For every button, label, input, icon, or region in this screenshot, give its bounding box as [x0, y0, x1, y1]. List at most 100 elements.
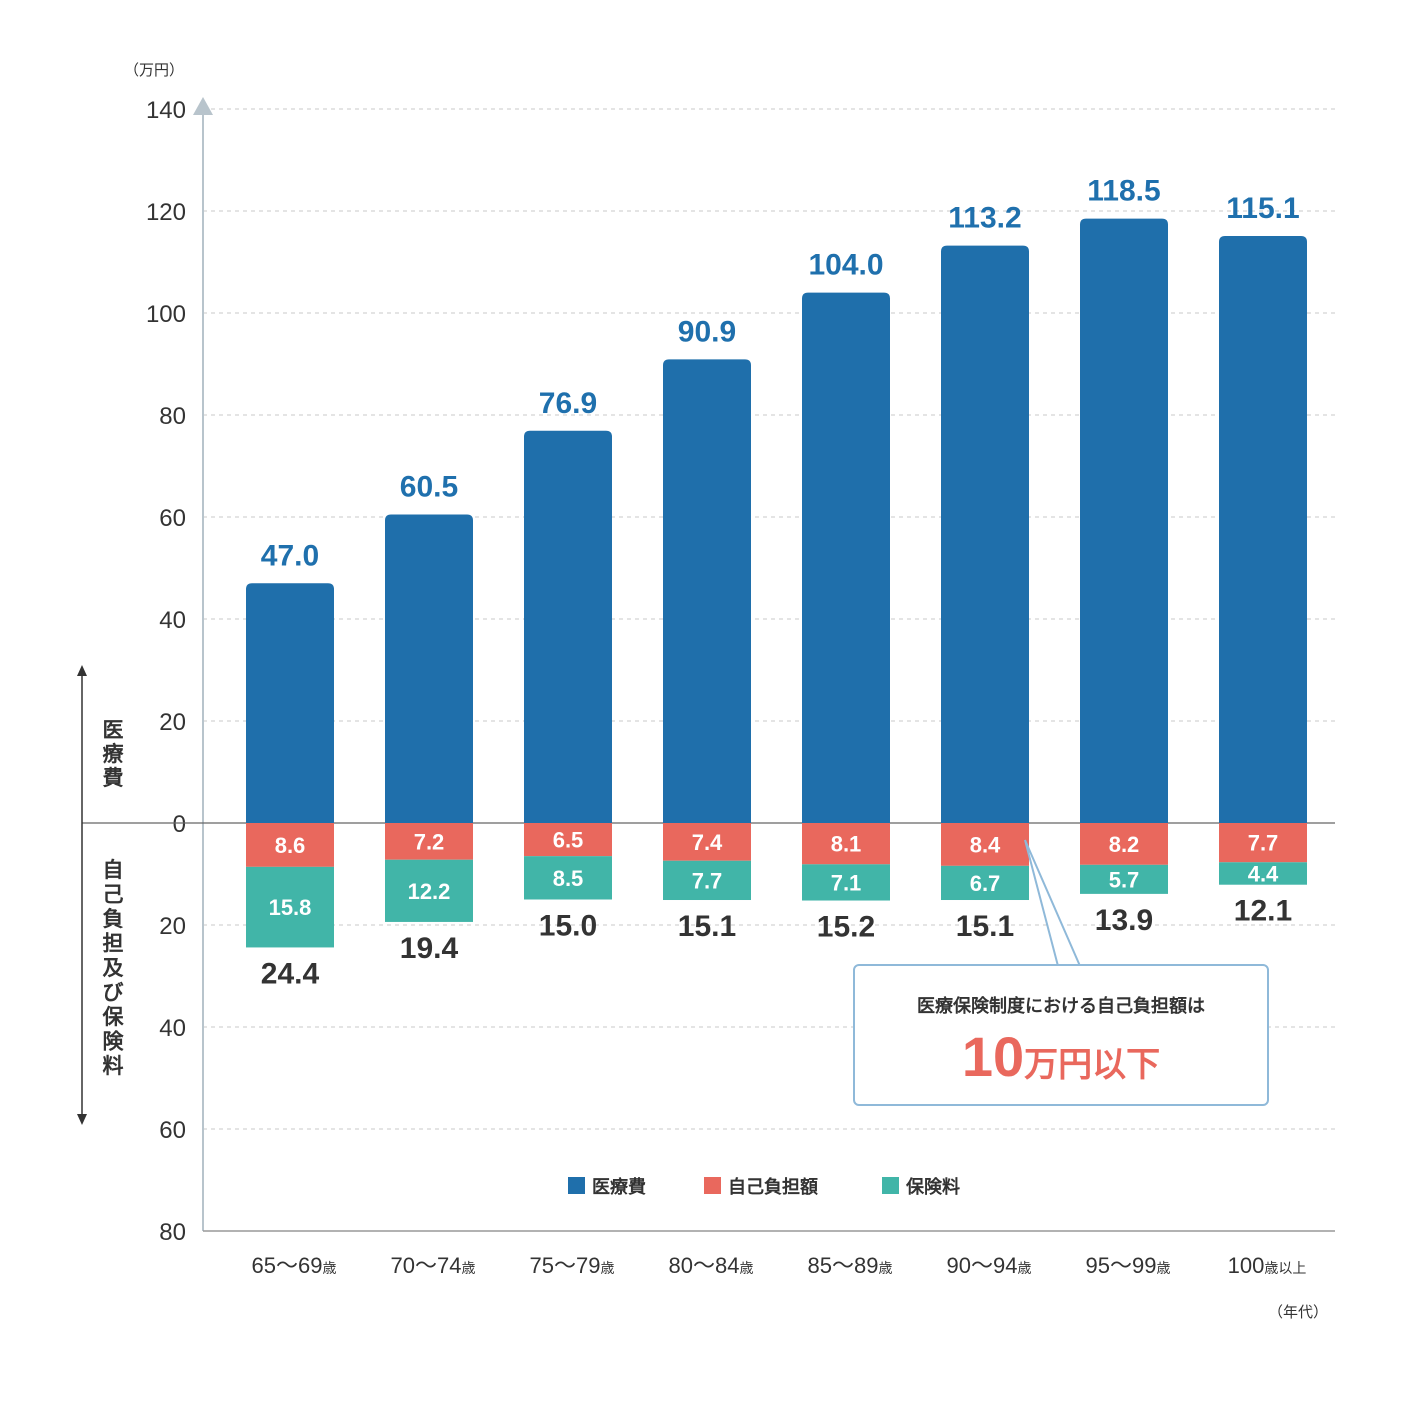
- x-tick-number: 100: [1228, 1253, 1265, 1278]
- legend-item: 保険料: [882, 1176, 960, 1198]
- x-tick-label: 85〜89歳: [808, 1253, 893, 1278]
- y-tick-label: 80: [159, 403, 186, 430]
- bar-self-pay: [524, 823, 612, 857]
- data-label-premium: 7.7: [692, 868, 723, 893]
- legend-label: 自己負担額: [728, 1176, 818, 1198]
- x-tick-suffix: 歳: [739, 1261, 753, 1277]
- side-label-medical-cost: 医療費: [103, 718, 125, 790]
- y-tick-label: 100: [146, 301, 186, 328]
- y-tick-label: 60: [159, 1117, 186, 1144]
- data-label-premium: 8.5: [553, 866, 584, 891]
- bar-premium: [246, 866, 334, 948]
- side-label-char: 医: [103, 718, 124, 742]
- side-label-char: 自: [103, 858, 124, 882]
- bar-self-pay: [663, 823, 751, 861]
- bar-self-pay: [941, 823, 1029, 866]
- data-label-medical-cost: 76.9: [539, 387, 597, 420]
- side-label-char: 療: [103, 742, 125, 766]
- x-tick-label: 80〜84歳: [669, 1253, 754, 1278]
- data-label-premium: 7.1: [831, 870, 862, 895]
- y-unit-label: （万円）: [124, 61, 184, 79]
- data-label-medical-cost: 104.0: [808, 249, 883, 282]
- callout-box: 医療保険制度における自己負担額は 10万円以下: [853, 964, 1269, 1106]
- data-label-medical-cost: 60.5: [400, 470, 458, 503]
- x-tick-number: 70〜74: [391, 1253, 462, 1278]
- x-tick-number: 90〜94: [947, 1253, 1018, 1278]
- bar-premium: [1080, 864, 1168, 894]
- bar-premium: [385, 859, 473, 922]
- data-label-medical-cost: 113.2: [948, 202, 1021, 235]
- bar-premium: [524, 856, 612, 900]
- data-label-self-pay: 8.6: [275, 833, 306, 858]
- bar-medical-cost: [1080, 218, 1168, 823]
- side-label-char: 担: [103, 932, 124, 956]
- bar-medical-cost: [246, 583, 334, 823]
- data-label-total: 15.1: [678, 910, 736, 943]
- bar-medical-cost: [941, 245, 1029, 823]
- bar-self-pay: [1219, 823, 1307, 863]
- y-tick-label: 120: [146, 199, 186, 226]
- data-label-premium: 6.7: [970, 871, 1001, 896]
- y-tick-label: 40: [159, 1015, 186, 1042]
- y-tick-label: 20: [159, 913, 186, 940]
- arrow-down-icon: [77, 1114, 87, 1125]
- callout-highlight-number: 10: [961, 1025, 1025, 1088]
- data-label-medical-cost: 90.9: [678, 315, 736, 348]
- data-label-self-pay: 8.4: [970, 832, 1001, 857]
- x-tick-label: 70〜74歳: [391, 1253, 476, 1278]
- labels: 47.0 8.6 15.8 24.4 60.5 7.2 12.2 19.4 76.9 6.5 8.5…: [261, 175, 1300, 991]
- legend-swatch: [704, 1177, 721, 1194]
- side-label-char: 己: [103, 883, 124, 907]
- bar-medical-cost: [385, 514, 473, 823]
- x-unit-label: （年代）: [1268, 1303, 1328, 1321]
- x-tick-label: 90〜94歳: [947, 1253, 1032, 1278]
- data-label-premium: 5.7: [1109, 867, 1140, 892]
- side-label-char: 負: [103, 907, 124, 931]
- data-label-total: 15.1: [956, 910, 1014, 943]
- y-tick-label: 60: [159, 505, 186, 532]
- bar-premium: [941, 865, 1029, 901]
- data-label-self-pay: 7.4: [692, 830, 723, 855]
- x-tick-suffix: 歳: [600, 1261, 614, 1277]
- bar-medical-cost: [663, 359, 751, 823]
- data-label-self-pay: 8.1: [831, 832, 862, 857]
- legend-label: 保険料: [905, 1176, 960, 1198]
- bar-medical-cost: [802, 292, 890, 824]
- data-label-total: 24.4: [261, 957, 320, 990]
- y-tick-label: 80: [159, 1219, 186, 1246]
- callout-highlight: 10万円以下: [855, 1024, 1267, 1089]
- data-label-self-pay: 6.5: [553, 828, 584, 853]
- bars: [246, 218, 1307, 948]
- data-label-total: 13.9: [1095, 904, 1153, 937]
- bar-self-pay: [1080, 823, 1168, 865]
- bar-medical-cost: [1219, 235, 1307, 824]
- callout-highlight-unit: 万円以下: [1024, 1045, 1161, 1085]
- side-label-char: び: [103, 981, 124, 1005]
- legend-item: 医療費: [568, 1176, 646, 1198]
- data-label-total: 15.2: [817, 911, 875, 944]
- x-tick-number: 65〜69: [252, 1253, 323, 1278]
- data-label-premium: 15.8: [269, 895, 312, 920]
- data-label-medical-cost: 47.0: [261, 539, 319, 572]
- x-tick-suffix: 歳: [878, 1261, 892, 1277]
- x-tick-number: 95〜99: [1086, 1253, 1157, 1278]
- x-tick-suffix: 歳: [1017, 1261, 1031, 1277]
- y-axis-arrow-icon: [193, 97, 213, 115]
- bar-self-pay: [802, 823, 890, 865]
- x-tick-label: 100歳以上: [1228, 1253, 1307, 1278]
- legend-swatch: [568, 1177, 585, 1194]
- bar-self-pay: [385, 823, 473, 860]
- side-label-char: 及: [103, 956, 125, 980]
- bar-premium: [1219, 862, 1307, 885]
- y-tick-label: 40: [159, 607, 186, 634]
- x-tick-number: 80〜84: [669, 1253, 740, 1278]
- bar-premium: [802, 864, 890, 901]
- data-label-premium: 4.4: [1248, 861, 1279, 886]
- arrow-up-icon: [77, 665, 87, 676]
- legend: 医療費 自己負担額 保険料: [568, 1176, 960, 1198]
- y-tick-label: 140: [146, 97, 186, 124]
- bar-premium: [663, 860, 751, 901]
- bar-self-pay: [246, 823, 334, 867]
